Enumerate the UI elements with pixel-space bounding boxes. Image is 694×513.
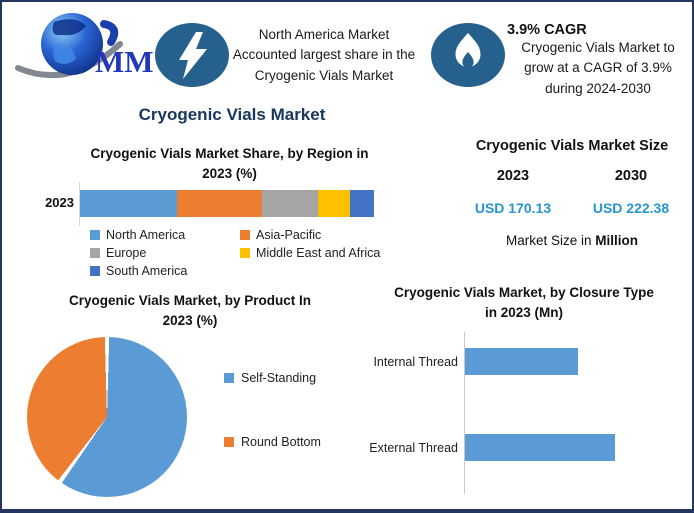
pie-legend-round-bottom: Round Bottom (224, 435, 321, 449)
value-2023: USD 170.13 (474, 200, 552, 216)
closure-chart-title: Cryogenic Vials Market, by Closure Type … (394, 285, 654, 320)
legend-swatch (90, 266, 100, 276)
cagr-heading: 3.9% CAGR (507, 22, 587, 38)
callout-north-america: North America Market Accounted largest s… (232, 25, 416, 86)
callout-line: during 2024-2030 (545, 80, 651, 96)
page-title: Cryogenic Vials Market (138, 105, 326, 124)
legend-swatch (240, 248, 250, 258)
closure-label-internal: Internal Thread (373, 355, 458, 369)
legend-swatch (224, 437, 234, 447)
closure-bar-row (465, 348, 691, 375)
bar-segment-asia-pacific (177, 190, 263, 217)
bar-external-thread (465, 434, 615, 461)
year-2023: 2023 (496, 168, 530, 184)
legend-label: Self-Standing (241, 371, 317, 385)
footnote-unit: Million (595, 233, 639, 248)
legend-swatch (90, 230, 100, 240)
callout-line: Accounted largest share in the (232, 47, 416, 63)
bar-internal-thread (465, 348, 578, 375)
year-2030: 2030 (614, 168, 648, 184)
pie-legend-self-standing: Self-Standing (224, 371, 316, 385)
callout-line: grow at a CAGR of 3.9% (524, 60, 672, 76)
legend-label: South America (106, 264, 188, 278)
region-legend: North America Asia-Pacific Europe Middle… (90, 228, 402, 282)
callout-line: Cryogenic Vials Market to (521, 40, 675, 55)
region-axis-label: 2023 (45, 195, 74, 210)
market-size-footnote: Market Size in Million (505, 233, 639, 248)
legend-swatch (90, 248, 100, 258)
legend-swatch (224, 373, 234, 383)
legend-item: South America (90, 264, 240, 278)
bar-segment-north-america (80, 190, 178, 217)
callout-line: Cryogenic Vials Market (254, 67, 394, 83)
globe-logo-icon: MMR (15, 13, 177, 79)
bar-segment-south-america (350, 190, 374, 217)
callout-cagr: 3.9% CAGR Cryogenic Vials Market to grow… (507, 22, 689, 99)
legend-item: North America (90, 228, 240, 242)
legend-item: Middle East and Africa (240, 246, 380, 260)
region-stacked-bar (80, 190, 374, 217)
closure-label-external: External Thread (369, 441, 458, 455)
legend-item: Asia-Pacific (240, 228, 321, 242)
callout-line: North America Market (258, 27, 390, 42)
region-chart-title: Cryogenic Vials Market Share, by Region … (90, 146, 369, 181)
legend-label: Middle East and Africa (256, 246, 381, 260)
product-chart-title: Cryogenic Vials Market, by Product In 20… (68, 293, 312, 328)
bar-segment-middle-east-africa (318, 190, 351, 217)
product-pie (27, 337, 187, 497)
market-size-title: Cryogenic Vials Market Size (475, 138, 669, 154)
logo-text: MMR (95, 44, 154, 79)
closure-bar-row (465, 434, 691, 461)
flame-icon (430, 22, 506, 93)
lightning-icon (154, 22, 230, 93)
legend-label: Europe (106, 246, 147, 260)
bar-segment-europe (262, 190, 319, 217)
legend-label: North America (106, 228, 186, 242)
value-2030: USD 222.38 (592, 200, 670, 216)
market-size-values: USD 170.13 USD 222.38 (454, 200, 690, 216)
market-size-years: 2023 2030 (454, 168, 690, 184)
region-axis-line (79, 182, 80, 226)
legend-label: Round Bottom (241, 435, 321, 449)
legend-label: Asia-Pacific (256, 228, 322, 242)
legend-item: Europe (90, 246, 240, 260)
legend-swatch (240, 230, 250, 240)
closure-axis-line (464, 332, 465, 494)
mmr-logo: MMR (12, 8, 177, 90)
